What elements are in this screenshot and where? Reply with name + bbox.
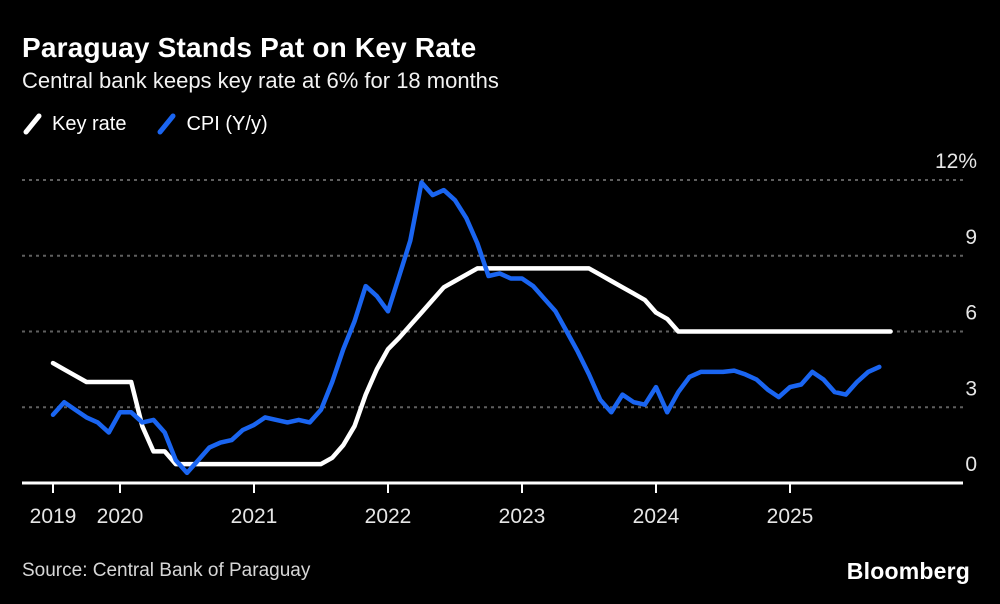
year-label-2021: 2021 xyxy=(231,505,278,528)
year-label-2024: 2024 xyxy=(633,505,680,528)
y-axis-label-6: 6 xyxy=(965,302,977,325)
y-axis-label-0: 0 xyxy=(965,453,977,476)
chart-subtitle: Central bank keeps key rate at 6% for 18… xyxy=(22,68,499,93)
year-label-2020: 2020 xyxy=(97,505,144,528)
legend-label-key-rate: Key rate xyxy=(52,112,127,135)
key-rate-line xyxy=(50,266,893,467)
cpi-slash-icon xyxy=(157,113,176,135)
key-rate-slash-icon xyxy=(23,113,42,135)
year-label-2023: 2023 xyxy=(499,505,546,528)
bloomberg-logo: Bloomberg xyxy=(846,558,970,584)
cpi-line xyxy=(50,180,882,476)
page-title: Paraguay Stands Pat on Key Rate xyxy=(22,32,477,63)
y-axis-label-9: 9 xyxy=(965,226,977,249)
source-note: Source: Central Bank of Paraguay xyxy=(22,560,311,581)
y-axis-label-3: 3 xyxy=(965,377,977,400)
year-label-2022: 2022 xyxy=(365,505,412,528)
year-label-2019: 2019 xyxy=(30,505,77,528)
year-label-2025: 2025 xyxy=(767,505,814,528)
legend-item-key-rate: Key rate xyxy=(22,112,126,136)
chart-legend: Key rate CPI (Y/y) xyxy=(22,112,268,136)
legend-label-cpi: CPI (Y/y) xyxy=(186,112,268,135)
y-axis-label-12: 12% xyxy=(935,150,977,173)
legend-item-cpi: CPI (Y/y) xyxy=(156,112,268,136)
